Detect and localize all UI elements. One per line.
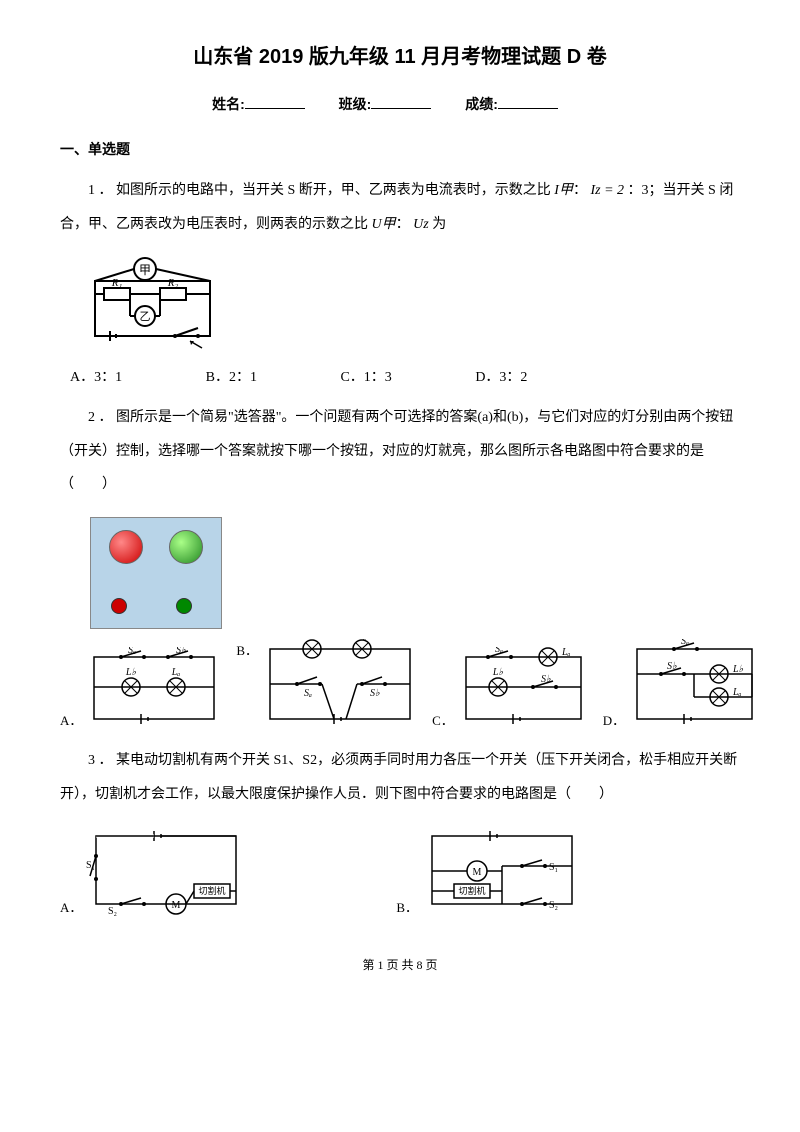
q1-opt-b: B．2：1: [206, 366, 257, 386]
question-1: 1 ． 如图所示的电路中，当开关 S 断开，甲、乙两表为电流表时，示数之比 I甲…: [60, 174, 740, 241]
q3-text: 某电动切割机有两个开关 S1、S2，必须两手同时用力各压一个开关（压下开关闭合，…: [60, 753, 737, 802]
class-blank[interactable]: [371, 94, 431, 109]
q2-selector-image: [90, 517, 222, 629]
q2-circuit-c: Sₐ Lₐ L♭ S♭: [458, 647, 588, 729]
q1-text-c: 合，甲、乙两表改为电压表时，则两表的示数之比: [60, 217, 368, 232]
svg-text:L♭: L♭: [492, 667, 504, 678]
svg-text:切割机: 切割机: [199, 885, 226, 896]
q3-opt-b-block: B． S₁ S₂ M 切割机: [396, 826, 582, 916]
q3-circuit-a: S₁ S₂ M 切割机: [86, 826, 246, 916]
svg-text:S♭: S♭: [176, 647, 186, 656]
svg-text:乙: 乙: [140, 310, 151, 323]
page-footer: 第 1 页 共 8 页: [60, 956, 740, 973]
q1-opt-d: D．3：2: [475, 366, 527, 386]
svg-text:R₂: R₂: [167, 277, 179, 289]
page-title: 山东省 2019 版九年级 11 月月考物理试题 D 卷: [60, 40, 740, 69]
q3-num: 3 ．: [88, 753, 113, 768]
name-label: 姓名:: [212, 96, 245, 112]
svg-text:甲: 甲: [139, 263, 151, 277]
q2-opt-d-block: D． Sₐ S♭ L♭ Lₐ: [603, 639, 759, 729]
svg-text:Sₐ: Sₐ: [128, 647, 136, 656]
svg-text:Lₐ: Lₐ: [171, 667, 181, 678]
svg-text:M: M: [172, 900, 181, 911]
q1-opt-a: A．3：1: [70, 366, 122, 386]
svg-text:Sₐ: Sₐ: [304, 688, 312, 699]
q1-text-b: ：3；当开关 S 闭: [628, 183, 734, 198]
q2-circuit-b: L♭ Lₐ Sₐ S♭: [262, 639, 417, 729]
q1-f4: Uz: [413, 217, 429, 232]
q1-text-a: 如图所示的电路中，当开关 S 断开，甲、乙两表为电流表时，示数之比: [116, 183, 551, 198]
red-button-icon: [111, 598, 127, 614]
q1-f1: I甲: [554, 183, 573, 198]
svg-text:R₁: R₁: [111, 277, 123, 289]
svg-text:L♭: L♭: [306, 639, 318, 642]
svg-text:L♭: L♭: [732, 664, 744, 675]
svg-text:Sₐ: Sₐ: [495, 647, 503, 655]
q3-circuit-b: S₁ S₂ M 切割机: [422, 826, 582, 916]
svg-text:切割机: 切割机: [459, 885, 486, 896]
green-bulb-icon: [169, 530, 203, 564]
q2-num: 2 ．: [88, 410, 113, 425]
q2-circuit-d: Sₐ S♭ L♭ Lₐ: [629, 639, 759, 729]
svg-text:S₂: S₂: [108, 906, 117, 916]
svg-text:Lₐ: Lₐ: [357, 639, 367, 642]
svg-text:Lₐ: Lₐ: [561, 647, 571, 658]
green-button-icon: [176, 598, 192, 614]
q2-opt-d: D．: [603, 710, 625, 729]
q2-opt-c: C．: [432, 710, 454, 729]
svg-text:S♭: S♭: [370, 688, 380, 699]
q2-opt-b-block: B． L♭ Lₐ Sₐ S♭: [236, 639, 417, 729]
score-blank[interactable]: [498, 94, 558, 109]
svg-text:S♭: S♭: [541, 674, 551, 685]
svg-text:S₁: S₁: [549, 862, 558, 873]
question-2: 2 ． 图所示是一个简易"选答器"。一个问题有两个可选择的答案(a)和(b)，与…: [60, 401, 740, 502]
q3-opt-a: A．: [60, 897, 82, 916]
q2-opt-c-block: C． Sₐ Lₐ L♭ S♭: [432, 647, 588, 729]
q3-options: A． S₁ S₂ M 切割机 B． S₁ S₂ M 切割: [60, 826, 740, 916]
question-3: 3 ． 某电动切割机有两个开关 S1、S2，必须两手同时用力各压一个开关（压下开…: [60, 744, 740, 811]
q1-f3: U甲: [372, 217, 396, 232]
q1-num: 1 ．: [88, 183, 113, 198]
q1-text-d: 为: [432, 217, 446, 232]
svg-text:S₂: S₂: [549, 900, 558, 911]
q2-opt-a-block: A． Sₐ S♭ L♭ Lₐ: [60, 647, 221, 729]
q2-options: A． Sₐ S♭ L♭ Lₐ B． L♭ Lₐ Sₐ S: [60, 639, 740, 729]
svg-text:Lₐ: Lₐ: [732, 687, 742, 698]
red-bulb-icon: [109, 530, 143, 564]
class-label: 班级:: [339, 96, 372, 112]
q3-opt-b: B．: [396, 897, 418, 916]
student-info: 姓名: 班级: 成绩:: [60, 94, 740, 114]
q1-f2: Iz = 2: [590, 183, 624, 198]
score-label: 成绩:: [465, 96, 498, 112]
svg-text:L♭: L♭: [125, 667, 137, 678]
svg-text:Sₐ: Sₐ: [681, 639, 689, 647]
q2-opt-a: A．: [60, 710, 82, 729]
q1-circuit-diagram: 甲 R₁ R₂ 乙: [90, 256, 740, 356]
svg-text:M: M: [473, 867, 482, 878]
q2-circuit-a: Sₐ S♭ L♭ Lₐ: [86, 647, 221, 729]
svg-text:S♭: S♭: [667, 661, 677, 672]
section-single-choice: 一、单选题: [60, 139, 740, 159]
svg-text:S₁: S₁: [86, 860, 95, 871]
name-blank[interactable]: [245, 94, 305, 109]
q1-options: A．3：1 B．2：1 C．1：3 D．3：2: [70, 366, 740, 386]
q2-opt-b: B．: [236, 640, 258, 659]
q2-text: 图所示是一个简易"选答器"。一个问题有两个可选择的答案(a)和(b)，与它们对应…: [60, 410, 733, 492]
q1-opt-c: C．1：3: [340, 366, 391, 386]
q3-opt-a-block: A． S₁ S₂ M 切割机: [60, 826, 246, 916]
